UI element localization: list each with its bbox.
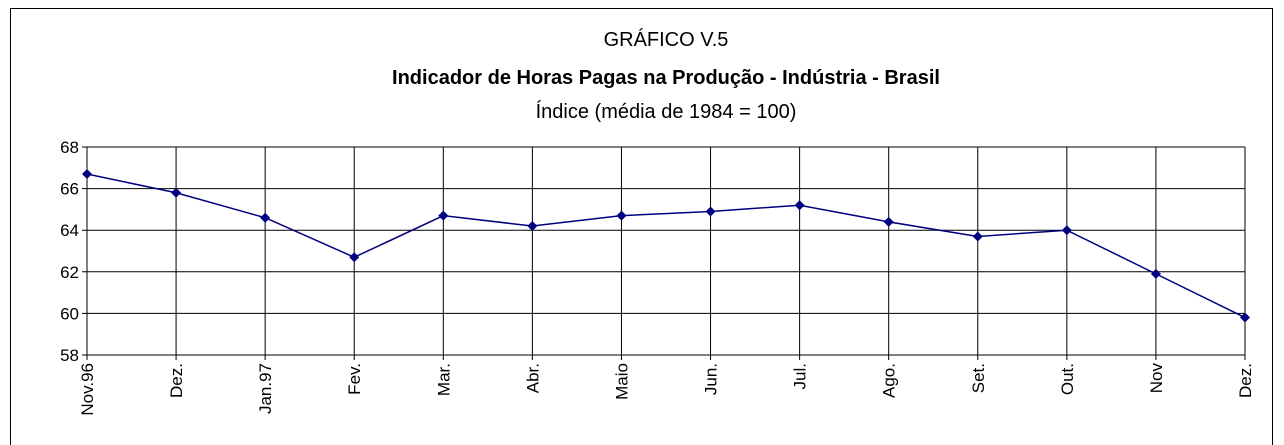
marker [260,212,271,223]
x-tick-label: Nov.96 [78,363,97,416]
x-tick-label: Jun. [702,363,721,395]
chart-border [10,8,1273,445]
y-tick-label: 68 [60,138,79,157]
x-tick-label: Jul. [791,363,810,389]
chart-title: GRÁFICO V.5 [604,28,729,51]
marker [527,221,538,232]
x-tick-label: Dez. [1236,363,1255,398]
line [86,173,1246,319]
y-tick-label: 58 [60,346,79,365]
marker [82,169,92,180]
x-tick-label: Maio [612,363,631,400]
x-tick-label: Fev. [345,363,364,395]
x-tick-label: Ago. [880,363,899,398]
marker [1240,312,1250,323]
marker [883,216,894,227]
marker [705,206,716,217]
marker [972,231,983,242]
marker [171,187,182,198]
x-tick-label: Nov [1147,363,1166,394]
x-tick-label: Set. [969,363,988,393]
marker [438,210,449,221]
marker [349,252,360,263]
marker [1150,268,1161,279]
x-tick-label: Jan.97 [256,363,275,414]
y-tick-label: 60 [60,304,79,323]
y-tick-label: 66 [60,180,79,199]
y-tick-label: 64 [60,221,79,240]
chart-subtitle: Indicador de Horas Pagas na Produção - I… [392,67,940,89]
marker [1061,225,1072,236]
x-tick-label: Dez. [167,363,186,398]
x-tick-label: Out. [1058,363,1077,395]
x-tick-label: Abr. [523,363,542,393]
marker [616,210,627,221]
y-axis-label: Índice (média de 1984 = 100) [536,100,797,123]
y-tick-label: 62 [60,263,79,282]
marker [794,200,805,211]
x-tick-label: Mar. [434,363,453,396]
